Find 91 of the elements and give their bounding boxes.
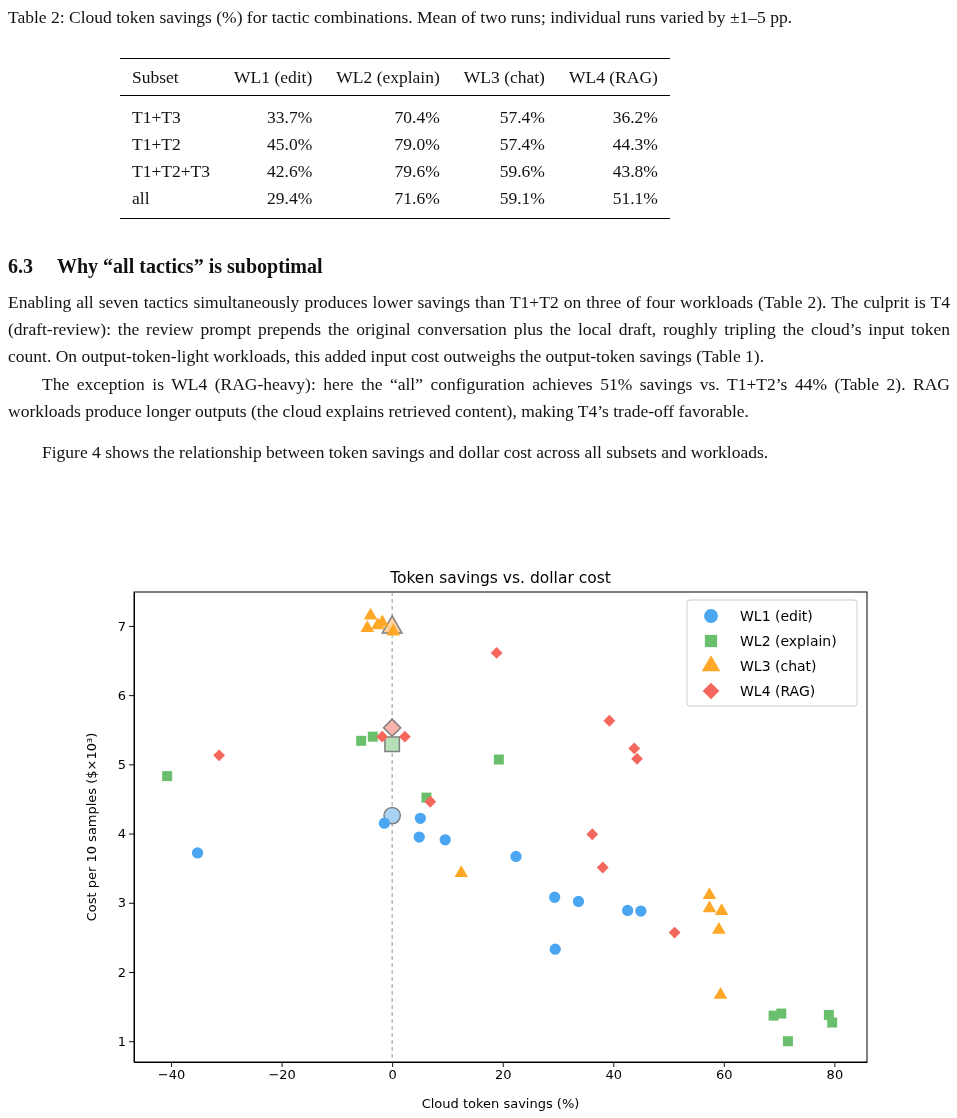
- point: [603, 714, 616, 727]
- point: [454, 865, 469, 877]
- x-tick-label: 20: [494, 1067, 512, 1083]
- point: [776, 1008, 787, 1019]
- text: 71.6%: [393, 187, 441, 210]
- point: [191, 847, 204, 859]
- y-axis-title: Cost per 10 samples ($×10³): [84, 732, 99, 922]
- point: [668, 926, 681, 939]
- y-tick-label: 4: [117, 826, 126, 842]
- point: [213, 749, 226, 762]
- point: [378, 817, 391, 829]
- y-tick-label: 6: [117, 687, 126, 703]
- point: [635, 905, 647, 917]
- point: [383, 806, 402, 825]
- point: [628, 742, 641, 755]
- text: 51.1%: [611, 187, 659, 210]
- text: 45.0%: [266, 133, 314, 156]
- x-axis-title: Cloud token savings (%): [421, 1096, 580, 1111]
- caption: Table 2: Cloud token savings (%) for tactic combinations. Mean of two runs; individual runs varied by ±1–5 pp.: [8, 6, 794, 29]
- point: [596, 861, 609, 874]
- point: [490, 647, 503, 659]
- point: [713, 987, 728, 999]
- legend-label: WL1 (edit): [740, 607, 813, 624]
- text: WL1 (edit): [233, 65, 314, 89]
- point: [162, 771, 173, 782]
- point: [631, 752, 643, 765]
- text: 70.4%: [393, 106, 441, 129]
- point: [586, 828, 599, 841]
- point: [384, 736, 401, 753]
- y-tick-label: 7: [117, 618, 126, 634]
- point: [360, 620, 375, 632]
- point: [714, 903, 729, 916]
- point: [424, 795, 437, 808]
- text: 33.7%: [266, 106, 314, 129]
- legend-label: WL3 (chat): [740, 657, 817, 674]
- text: 79.6%: [393, 160, 441, 183]
- caption: Figure 4 shows the relationship between token savings and dollar cost across all subsets and workloads.: [41, 441, 770, 464]
- x-tick-label: 60: [716, 1067, 733, 1083]
- legend-label: WL4 (RAG): [740, 682, 816, 699]
- point: [702, 900, 717, 913]
- point: [782, 1036, 793, 1047]
- point: [356, 735, 367, 746]
- point: [382, 718, 402, 737]
- text: 59.1%: [498, 187, 546, 210]
- x-tick-label: −40: [157, 1067, 186, 1083]
- text: 42.6%: [266, 160, 314, 183]
- text: 43.8%: [611, 160, 659, 183]
- y-tick-label: 5: [117, 757, 126, 773]
- point: [827, 1017, 838, 1028]
- point: [702, 887, 717, 900]
- y-tick-label: 2: [117, 964, 126, 980]
- y-tick-label: 3: [117, 895, 126, 911]
- point: [376, 730, 389, 743]
- point: [493, 754, 504, 765]
- text: 6.3: [8, 255, 33, 277]
- point: [572, 895, 585, 908]
- legend-label: WL2 (explain): [740, 632, 837, 649]
- text: WL4 (RAG): [567, 65, 659, 89]
- text: 59.6%: [498, 160, 546, 183]
- text: T1+T2+T3: [131, 160, 212, 183]
- point: [439, 834, 451, 846]
- point: [549, 891, 561, 903]
- text: Subset: [131, 65, 180, 89]
- point: [414, 812, 426, 824]
- point: [413, 831, 425, 843]
- point: [367, 731, 378, 742]
- text: T1+T3: [131, 106, 182, 129]
- x-tick-label: −20: [268, 1067, 296, 1083]
- text: 57.4%: [498, 106, 546, 129]
- text: 44.3%: [611, 133, 659, 156]
- x-tick-label: 0: [388, 1067, 397, 1083]
- point: [549, 943, 561, 955]
- text: T1+T2: [131, 133, 182, 156]
- text: The exception is WL4 (RAG-heavy): here the “all” configuration achieves 51% savings vs. T1+T2’s 44% (Table 2). RAG workloads produce longer outputs (the cloud explains retrieved content), making T4’s trade-off favorable.: [8, 373, 950, 423]
- point: [622, 904, 634, 917]
- point: [398, 730, 411, 743]
- text: all: [131, 187, 151, 210]
- text: WL2 (explain): [335, 65, 441, 89]
- text: 57.4%: [498, 133, 546, 156]
- x-tick-label: 80: [826, 1067, 844, 1083]
- text: 36.2%: [611, 106, 659, 129]
- text: WL3 (chat): [462, 65, 546, 89]
- chart-title: Token savings vs. dollar cost: [389, 569, 611, 587]
- point: [510, 850, 522, 863]
- y-tick-label: 1: [117, 1033, 126, 1049]
- x-tick-label: 40: [605, 1067, 623, 1083]
- text: 29.4%: [266, 187, 314, 210]
- text: Enabling all seven tactics simultaneously produces lower savings than T1+T2 on three of four workloads (Table 2). The culprit is T4 (draft-review): the review prompt prepends the original conversation plus the local draft, roughly tripling the cloud’s input token count. On output-token-light workloads, this added input cost outweighs the output-token savings (Table 1).: [8, 291, 950, 368]
- text: 79.0%: [393, 133, 441, 156]
- text: Why “all tactics” is suboptimal: [57, 255, 323, 277]
- point: [363, 607, 378, 620]
